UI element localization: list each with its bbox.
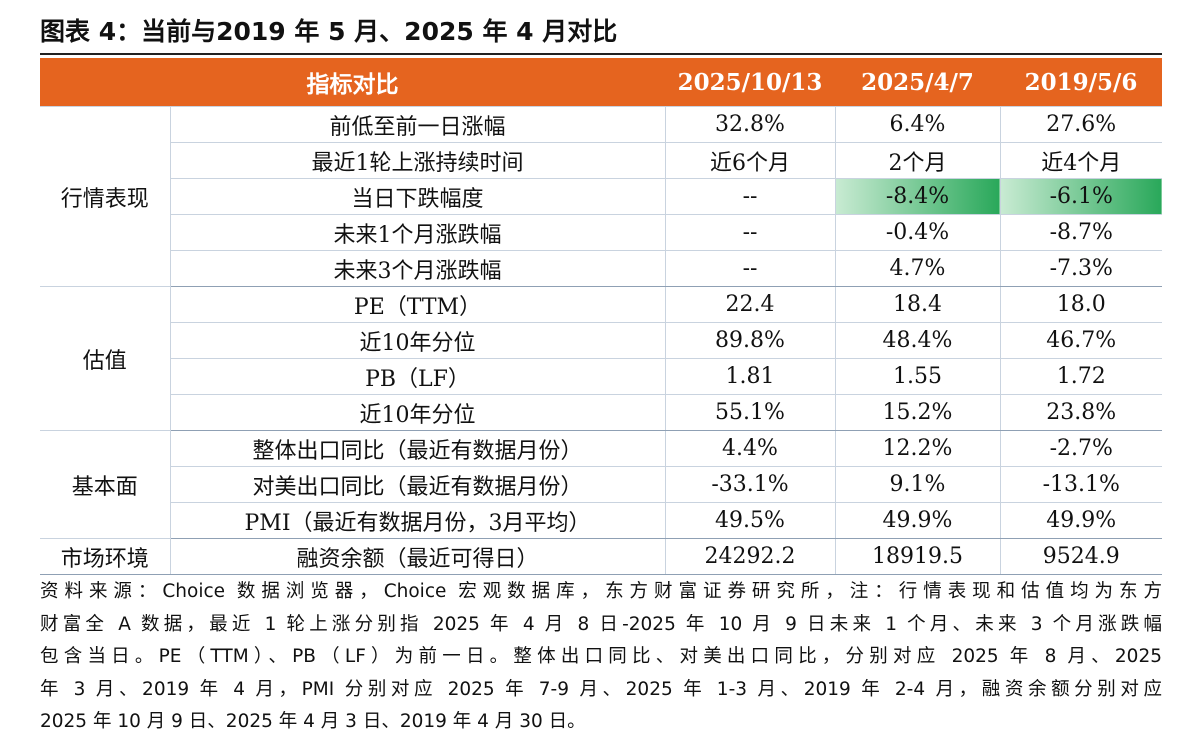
table-row: 行情表现 前低至前一日涨幅 32.8% 6.4% 27.6% [40, 106, 1162, 287]
footnote-line: 2025 年 10 月 9 日、2025 年 4 月 3 日、2019 年 4 … [40, 711, 586, 732]
table-row: 对美出口同比（最近有数据月份） -33.1% 9.1% -13.1% [40, 466, 1162, 503]
indicator-cell: 未来1个月涨跌幅 [169, 214, 666, 251]
value-cell: 89.8% [664, 322, 836, 359]
table-row: PMI（最近有数据月份，3月平均） 49.5% 49.9% 49.9% [40, 502, 1162, 539]
value-cell: -- [664, 214, 836, 251]
footnote-line: 包含当日。PE（TTM）、PB（LF）为前一日。整体出口同比、对美出口同比，分别… [40, 646, 1162, 667]
indicator-cell: PB（LF） [169, 358, 666, 395]
footnote-line: 财富全 A 数据，最近 1 轮上涨分别指 2025 年 4 月 8 日-2025… [40, 613, 1162, 635]
table-row: 市场环境 融资余额（最近可得日） 24292.2 18919.5 9524.9 [40, 538, 1162, 575]
value-cell: 46.7% [999, 322, 1162, 359]
value-cell: 55.1% [664, 394, 836, 431]
group-label: 市场环境 [40, 538, 171, 575]
value-cell: 1.72 [999, 358, 1162, 395]
table-row: 近10年分位 89.8% 48.4% 46.7% [40, 322, 1162, 359]
value-cell: -8.4% [834, 178, 1001, 215]
value-cell: 23.8% [999, 394, 1162, 431]
header-cell: 2025/4/7 [835, 58, 1000, 107]
value-cell: 48.4% [834, 322, 1001, 359]
value-cell: 49.9% [834, 502, 1001, 539]
table-row: 未来1个月涨跌幅 -- -0.4% -8.7% [40, 214, 1162, 251]
table-row: 最近1轮上涨持续时间 近6个月 2个月 近4个月 [40, 142, 1162, 179]
value-cell: 1.81 [664, 358, 836, 395]
indicator-cell: 近10年分位 [169, 394, 666, 431]
value-cell: 9524.9 [999, 538, 1162, 575]
value-cell: 18.4 [834, 286, 1001, 323]
value-cell: 22.4 [664, 286, 836, 323]
header-cell: 2019/5/6 [1000, 58, 1162, 107]
table-row: 未来3个月涨跌幅 -- 4.7% -7.3% [40, 250, 1162, 287]
title-rule [40, 53, 1162, 55]
value-cell: 4.7% [834, 250, 1001, 287]
value-cell: 近4个月 [999, 142, 1162, 179]
value-cell: -2.7% [999, 430, 1162, 467]
value-cell: 49.9% [999, 502, 1162, 539]
indicator-cell: 未来3个月涨跌幅 [169, 250, 666, 287]
title: 图表 4：当前与2019 年 5 月、2025 年 4 月对比 [40, 17, 618, 46]
value-cell: 15.2% [834, 394, 1001, 431]
value-cell: 2个月 [834, 142, 1001, 179]
value-cell: 6.4% [834, 106, 1001, 143]
group-label: 估值 [40, 286, 171, 431]
value-cell: 18919.5 [834, 538, 1001, 575]
header-cell: 2025/10/13 [665, 58, 835, 107]
header-cell: 指标对比 [40, 58, 665, 107]
value-cell: -- [664, 178, 836, 215]
footnote-line: 年 3 月、2019 年 4 月，PMI 分别对应 2025 年 7-9 月、2… [40, 678, 1162, 700]
table-row: 基本面 整体出口同比（最近有数据月份） 4.4% 12.2% -2.7% [40, 430, 1162, 539]
value-cell: -13.1% [999, 466, 1162, 503]
value-cell: -6.1% [999, 178, 1162, 215]
value-cell: 32.8% [664, 106, 836, 143]
indicator-cell: 前低至前一日涨幅 [169, 106, 666, 143]
footnote-line: 资料来源：Choice 数据浏览器，Choice 宏观数据库，东方财富证券研究所… [40, 581, 1162, 602]
indicator-cell: 最近1轮上涨持续时间 [169, 142, 666, 179]
indicator-cell: PE（TTM） [169, 286, 666, 323]
value-cell: 4.4% [664, 430, 836, 467]
table-row: 近10年分位 55.1% 15.2% 23.8% [40, 394, 1162, 431]
table-row: 当日下跌幅度 -- -8.4% -6.1% [40, 178, 1162, 215]
indicator-cell: 整体出口同比（最近有数据月份） [169, 430, 666, 467]
value-cell: 12.2% [834, 430, 1001, 467]
group-label: 基本面 [40, 430, 171, 539]
value-cell: 27.6% [999, 106, 1162, 143]
comparison-table: 指标对比 2025/10/13 2025/4/7 2019/5/6 行情表现 前低… [40, 58, 1162, 575]
table-row: 估值 PE（TTM） 22.4 18.4 18.0 [40, 286, 1162, 431]
value-cell: -33.1% [664, 466, 836, 503]
value-cell: 9.1% [834, 466, 1001, 503]
indicator-cell: 融资余额（最近可得日） [169, 538, 666, 575]
value-cell: 近6个月 [664, 142, 836, 179]
footnote: 资料来源：Choice 数据浏览器，Choice 宏观数据库，东方财富证券研究所… [40, 578, 1162, 741]
header-row: 指标对比 2025/10/13 2025/4/7 2019/5/6 [40, 58, 1162, 107]
value-cell: 24292.2 [664, 538, 836, 575]
value-cell: -7.3% [999, 250, 1162, 287]
value-cell: 18.0 [999, 286, 1162, 323]
value-cell: -0.4% [834, 214, 1001, 251]
value-cell: -8.7% [999, 214, 1162, 251]
indicator-cell: 对美出口同比（最近有数据月份） [169, 466, 666, 503]
table-row: PB（LF） 1.81 1.55 1.72 [40, 358, 1162, 395]
group-label: 行情表现 [40, 106, 171, 287]
value-cell: -- [664, 250, 836, 287]
value-cell: 1.55 [834, 358, 1001, 395]
indicator-cell: 当日下跌幅度 [169, 178, 666, 215]
value-cell: 49.5% [664, 502, 836, 539]
indicator-cell: PMI（最近有数据月份，3月平均） [169, 502, 666, 539]
indicator-cell: 近10年分位 [169, 322, 666, 359]
